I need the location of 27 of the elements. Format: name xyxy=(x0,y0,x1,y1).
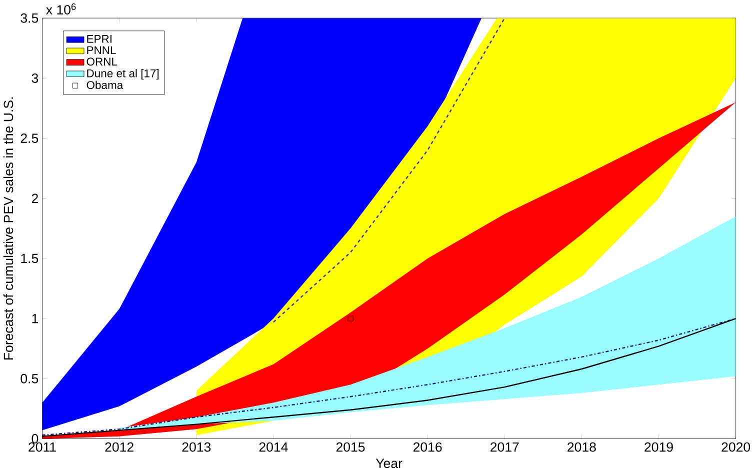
legend-label: Dune et al [17] xyxy=(87,68,159,80)
legend-label: Obama xyxy=(86,80,124,89)
y-tick-label: 2 xyxy=(32,194,38,203)
x-axis-title: Year xyxy=(376,458,402,468)
legend-label: ORNL xyxy=(86,57,118,66)
y-tick-label: 0.5 xyxy=(20,374,38,384)
x-tick-label: 2016 xyxy=(413,442,442,452)
y-tick-label: 3 xyxy=(32,73,38,83)
y-tick-label: 3.5 xyxy=(20,13,38,23)
x-tick-label: 2011 xyxy=(28,442,56,452)
x-tick-label: 2015 xyxy=(336,442,365,452)
legend-label: EPRI xyxy=(87,34,112,43)
legend-label: PNNL xyxy=(87,46,116,54)
x-tick-label: 2018 xyxy=(568,442,596,452)
x-tick-label: 2017 xyxy=(490,442,519,452)
x-tick-label: 2019 xyxy=(644,442,673,452)
y-axis-title: Forecast of cumulative PEV sales in the U.S. xyxy=(3,97,14,360)
x-tick-label: 2012 xyxy=(105,442,134,452)
x-tick-label: 2014 xyxy=(259,442,288,452)
text: x 10$^{6}$ xyxy=(46,3,76,14)
x-tick-label: 2013 xyxy=(182,442,211,452)
y-tick-label: 2.5 xyxy=(20,133,38,143)
y-tick-label: 1 xyxy=(32,314,38,323)
y-tick-label: 1.5 xyxy=(21,254,38,263)
x-tick-label: 2020 xyxy=(722,442,750,452)
y-tick-label: 0 xyxy=(32,434,38,444)
line-series xyxy=(272,18,506,323)
